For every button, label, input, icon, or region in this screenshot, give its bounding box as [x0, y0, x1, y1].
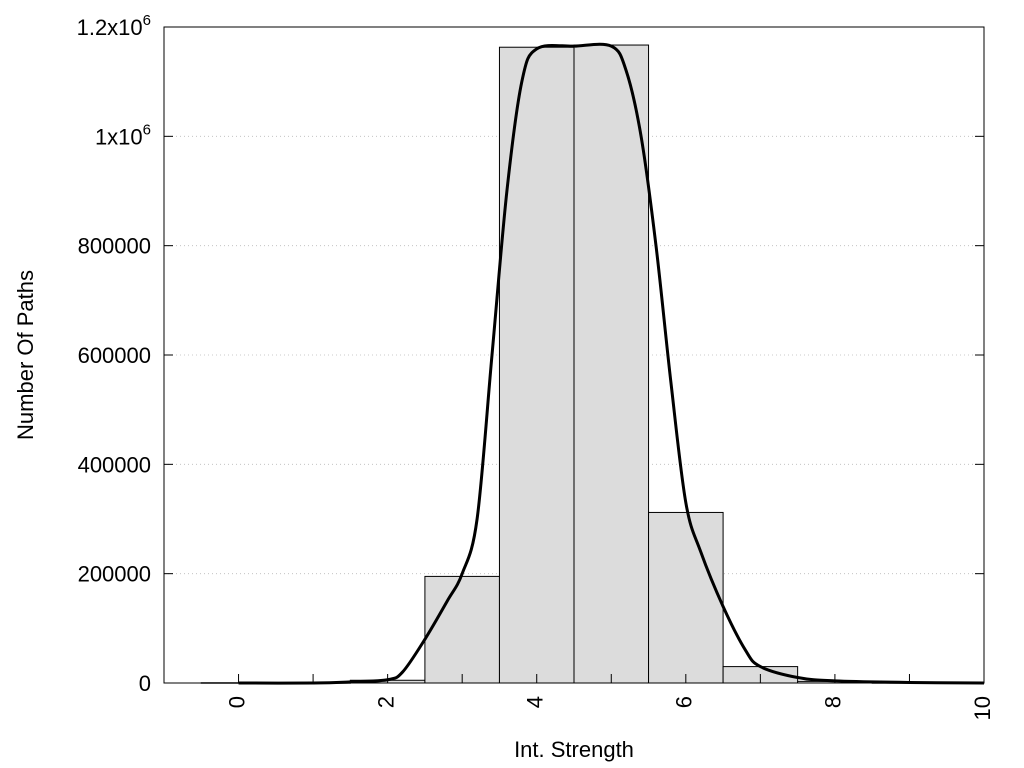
bars	[200, 44, 948, 684]
bar-6	[648, 511, 724, 684]
y-tick-label-3: 600000	[78, 343, 151, 368]
y-tick-label-1: 200000	[78, 562, 151, 587]
x-tick-label-10: 10	[970, 696, 995, 720]
x-tick-labels: 0 2 4 6 8 10	[224, 696, 994, 720]
bar-5	[573, 44, 650, 684]
bar-3	[424, 575, 500, 684]
x-tick-label-0: 0	[224, 696, 249, 708]
x-tick-label-4: 4	[523, 696, 548, 708]
y-tick-label-4: 800000	[78, 234, 151, 259]
x-tick-label-8: 8	[821, 696, 846, 708]
y-tick-label-2: 400000	[78, 452, 151, 477]
fit-curve-group	[238, 42, 985, 685]
x-tick-label-2: 2	[373, 696, 398, 708]
grid-lines	[164, 135, 984, 575]
x-axis-title: Int. Strength	[514, 737, 634, 762]
bar-4	[498, 46, 575, 684]
y-tick-label-6: 1.2x106	[77, 12, 151, 40]
axis-ticks	[164, 26, 985, 684]
x-tick-label-6: 6	[672, 696, 697, 708]
fit-curve	[238, 42, 985, 685]
y-tick-label-0: 0	[139, 671, 151, 696]
y-tick-labels: 0 200000 400000 600000 800000 1x106 1.2x106	[77, 12, 151, 696]
y-axis-title: Number Of Paths	[13, 270, 38, 440]
y-tick-label-5: 1x106	[95, 121, 151, 149]
